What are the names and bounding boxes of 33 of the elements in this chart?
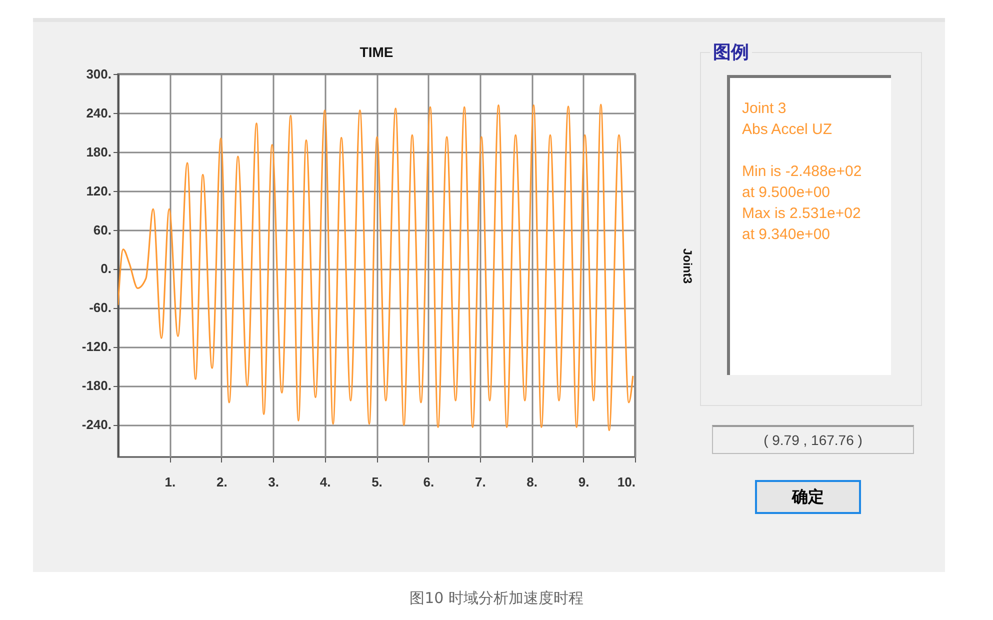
x-tick-label: 6. [423, 474, 434, 490]
text: at 9.340e+00 [742, 225, 832, 245]
text: Joint 3 [742, 99, 788, 119]
x-tick-label: 5. [372, 474, 382, 490]
x-tick-label: 7. [474, 474, 486, 490]
y-tick-label: 300. [86, 66, 112, 82]
text: 确定 [755, 480, 861, 514]
x-tick-label: 8. [526, 474, 538, 490]
x-tick-label: 9. [578, 474, 590, 490]
text: Min is -2.488e+02 [742, 162, 863, 182]
x-tick-label: 2. [216, 474, 228, 490]
y-tick-label: 180. [86, 144, 112, 160]
x-tick-label: 3. [268, 474, 280, 490]
chart-title: TIME [360, 44, 394, 60]
legend-title: 图例 [710, 40, 752, 64]
caption: 图10 时域分析加速度时程 [408, 589, 584, 608]
y-tick-label: -240. [82, 417, 112, 432]
text: at 9.500e+00 [742, 183, 832, 203]
x-tick-label: 10. [617, 474, 636, 490]
text: ( 9.79 , 167.76 ) [712, 425, 914, 454]
y-tick-label: 240. [86, 105, 112, 120]
y-tick-label: -60. [89, 300, 112, 316]
y-tick-label: -120. [82, 339, 112, 354]
y-axis-title: Joint3 [680, 248, 694, 284]
x-tick-label: 1. [164, 474, 176, 490]
y-tick-label: -180. [82, 378, 112, 394]
y-tick-label: 0. [100, 261, 112, 276]
y-tick-label: 120. [86, 183, 112, 198]
line-series [118, 104, 634, 432]
y-tick-label: 60. [93, 222, 112, 238]
x-tick-label: 4. [320, 474, 331, 490]
text: Max is 2.531e+02 [742, 204, 862, 224]
text: Abs Accel UZ [742, 120, 834, 140]
